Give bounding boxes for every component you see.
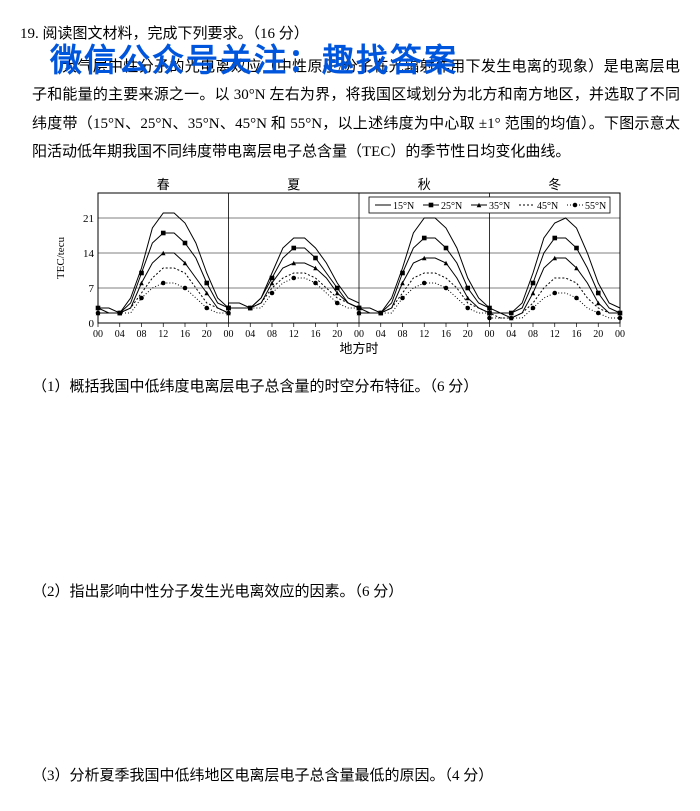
svg-text:15°N: 15°N: [393, 201, 414, 212]
subquestion-2: （2）指出影响中性分子发生光电离效应的因素。（6 分）: [32, 578, 680, 607]
svg-text:12: 12: [158, 329, 168, 340]
svg-text:12: 12: [289, 329, 299, 340]
svg-text:20: 20: [593, 329, 603, 340]
svg-text:04: 04: [115, 329, 125, 340]
svg-text:地方时: 地方时: [339, 341, 378, 356]
svg-text:35°N: 35°N: [489, 201, 510, 212]
svg-text:08: 08: [398, 329, 408, 340]
tec-chart: 071421TEC/tecu春00040812162000夏0408121620…: [50, 177, 680, 368]
question-number: 19.: [20, 26, 39, 42]
answer-space-1: [20, 402, 680, 572]
svg-text:12: 12: [419, 329, 429, 340]
svg-text:春: 春: [157, 177, 170, 192]
subquestion-1: （1）概括我国中低纬度电离层电子总含量的时空分布特征。（6 分）: [32, 373, 680, 402]
svg-text:55°N: 55°N: [585, 201, 606, 212]
svg-text:21: 21: [83, 213, 94, 225]
svg-text:TEC/tecu: TEC/tecu: [55, 236, 67, 279]
svg-text:12: 12: [550, 329, 560, 340]
svg-text:00: 00: [615, 329, 625, 340]
svg-text:04: 04: [376, 329, 386, 340]
svg-text:20: 20: [463, 329, 473, 340]
subquestion-3: （3）分析夏季我国中低纬地区电离层电子总含量最低的原因。（4 分）: [32, 762, 680, 791]
svg-text:7: 7: [89, 283, 95, 295]
question-title: 阅读图文材料，完成下列要求。（16 分）: [43, 26, 309, 42]
svg-text:16: 16: [311, 329, 321, 340]
question-head: 19. 阅读图文材料，完成下列要求。（16 分）: [20, 20, 680, 49]
svg-text:16: 16: [180, 329, 190, 340]
svg-text:04: 04: [506, 329, 516, 340]
svg-text:夏: 夏: [287, 177, 300, 192]
svg-text:08: 08: [267, 329, 277, 340]
svg-text:秋: 秋: [418, 177, 431, 192]
svg-text:16: 16: [572, 329, 582, 340]
svg-text:20: 20: [202, 329, 212, 340]
svg-text:00: 00: [93, 329, 103, 340]
svg-text:20: 20: [332, 329, 342, 340]
svg-text:08: 08: [137, 329, 147, 340]
paragraph-context: 大气层中性分子的光电离效应（中性原子/分子在光辐射作用下发生电离的现象）是电离层…: [32, 53, 680, 167]
svg-text:00: 00: [224, 329, 234, 340]
svg-text:08: 08: [528, 329, 538, 340]
svg-text:16: 16: [441, 329, 451, 340]
svg-text:冬: 冬: [548, 177, 561, 192]
chart-svg: 071421TEC/tecu春00040812162000夏0408121620…: [50, 177, 630, 357]
svg-text:45°N: 45°N: [537, 201, 558, 212]
answer-space-2: [20, 606, 680, 756]
svg-text:25°N: 25°N: [441, 201, 462, 212]
svg-text:00: 00: [485, 329, 495, 340]
svg-text:00: 00: [354, 329, 364, 340]
svg-text:14: 14: [83, 248, 95, 260]
svg-text:04: 04: [245, 329, 255, 340]
